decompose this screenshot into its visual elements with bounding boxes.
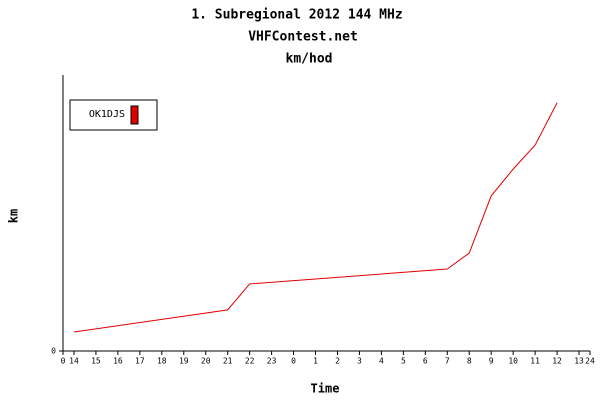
chart-subtitle: km/hod <box>286 52 333 67</box>
x-tick-label: 6 <box>423 357 428 366</box>
x-tick-label: 19 <box>179 357 189 366</box>
x-tick-label: 10 <box>508 357 518 366</box>
x-tick-label: 12 <box>552 357 562 366</box>
x-tick-label: 16 <box>113 357 123 366</box>
x-tick-label: 0 <box>291 357 296 366</box>
x-tick-label: 14 <box>69 357 79 366</box>
y-axis-title: km <box>7 209 21 223</box>
x-tick-label: 2 <box>335 357 340 366</box>
y-tick-label: 0 <box>51 347 56 356</box>
x-tick-label: 21 <box>223 357 233 366</box>
x-tick-label: 3 <box>357 357 362 366</box>
x-tick-label: 1 <box>313 357 318 366</box>
legend-label: OK1DJS <box>89 109 125 120</box>
x-tick-label: 17 <box>135 357 145 366</box>
x-tick-label: 5 <box>401 357 406 366</box>
x-tick-label: 4 <box>379 357 384 366</box>
data-line <box>73 102 558 333</box>
x-axis-title: Time <box>311 382 340 396</box>
chart-subtitle: VHFContest.net <box>248 30 358 45</box>
x-tick-label: 0 <box>61 357 66 366</box>
x-tick-label: 18 <box>157 357 167 366</box>
x-tick-label: 22 <box>245 357 255 366</box>
x-tick-label: 20 <box>201 357 211 366</box>
x-tick-label: 9 <box>489 357 494 366</box>
x-tick-label: 15 <box>91 357 101 366</box>
legend-box <box>69 99 158 131</box>
x-tick-label: 7 <box>445 357 450 366</box>
legend-swatch <box>130 105 139 125</box>
x-tick-label: 13 <box>574 357 584 366</box>
x-tick-label: 11 <box>530 357 540 366</box>
x-tick-label: 8 <box>467 357 472 366</box>
x-tick-label: 24 <box>585 357 595 366</box>
x-tick-label: 23 <box>267 357 277 366</box>
chart-title: 1. Subregional 2012 144 MHz <box>191 8 402 23</box>
